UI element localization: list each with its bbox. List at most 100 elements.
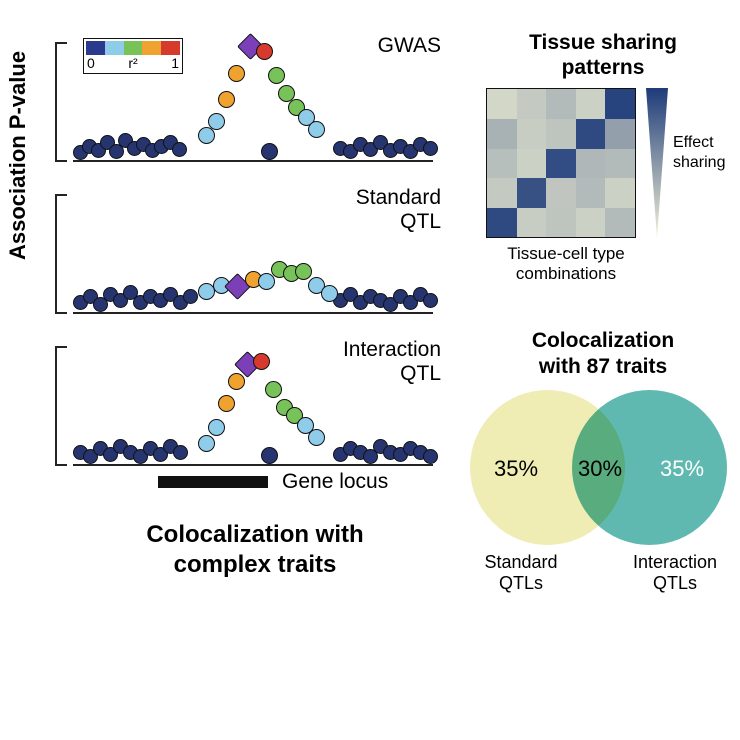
snp-point [208, 113, 225, 130]
heatmap-cell [605, 119, 635, 149]
bottom-title-left-l1: Colocalization with [146, 521, 363, 548]
plot-label-line: Standard [356, 186, 441, 209]
heatmap-cell [576, 149, 606, 179]
heatmap-cell [605, 89, 635, 119]
heatmap-cell [487, 119, 517, 149]
heatmap-cell [546, 89, 576, 119]
snp-point [183, 289, 198, 304]
plot-label-interaction: InteractionQTL [343, 338, 441, 386]
heatmap-cell [487, 178, 517, 208]
heatmap-cell [576, 119, 606, 149]
left-column: GWAS StandardQTL InteractionQTL 0 r² 1 [55, 30, 455, 474]
r2-cell [142, 41, 161, 55]
manhattan-standard-qtl: StandardQTL [55, 182, 445, 322]
heatmap-cell [546, 119, 576, 149]
snp-point [308, 121, 325, 138]
r2-cell [86, 41, 105, 55]
heatmap-cell [487, 149, 517, 179]
venn-overlap-pct: 30% [578, 456, 622, 482]
snp-point [295, 263, 312, 280]
snp-point [198, 435, 215, 452]
snp-point [265, 381, 282, 398]
snp-point [172, 142, 187, 157]
snp-point [321, 285, 338, 302]
snp-point [423, 449, 438, 464]
effect-sharing-l1: Effect [673, 134, 714, 151]
heatmap-cell [517, 119, 547, 149]
tissue-heatmap [486, 88, 636, 238]
tissue-caption-l2: combinations [516, 264, 616, 283]
snp-point [423, 293, 438, 308]
venn-title-l1: Colocalization [532, 329, 674, 352]
plot-label-line: Interaction [343, 338, 441, 361]
tissue-sharing-title: Tissue sharing patterns [478, 30, 728, 80]
snp-point [261, 143, 278, 160]
figure-panel: Association P-value GWAS StandardQTL Int… [0, 0, 740, 740]
r2-cell [105, 41, 124, 55]
effect-sharing-label: Effect sharing [673, 133, 725, 171]
effect-sharing-l2: sharing [673, 154, 725, 171]
heatmap-cell [576, 89, 606, 119]
ts-title-l1: Tissue sharing [529, 31, 677, 54]
snp-point [268, 67, 285, 84]
heatmap-cell [546, 208, 576, 238]
r2-tick-max: 1 [171, 55, 179, 71]
r2-ticks: 0 r² 1 [86, 55, 180, 71]
plot-label-line: QTL [400, 362, 441, 385]
heatmap-cell [517, 149, 547, 179]
venn-left-pct: 35% [494, 456, 538, 482]
heatmap-cell [576, 178, 606, 208]
plot-label-line: QTL [400, 210, 441, 233]
snp-point [261, 447, 278, 464]
heatmap-cell [517, 178, 547, 208]
snp-point [423, 141, 438, 156]
right-column: Tissue sharing patterns Effect sharing T… [478, 30, 728, 258]
venn-right-caption-l2: QTLs [653, 573, 697, 593]
r2-label: r² [128, 55, 137, 71]
plot-label-line: GWAS [378, 34, 441, 57]
snp-point [308, 429, 325, 446]
venn-title: Colocalization with 87 traits [478, 328, 728, 381]
snp-point [173, 445, 188, 460]
y-axis-label: Association P-value [5, 51, 31, 260]
y-axis-bracket-icon [55, 42, 67, 162]
venn-left-caption: Standard QTLs [466, 552, 576, 593]
tissue-caption-l1: Tissue-cell type [507, 244, 624, 263]
heatmap-cell [487, 89, 517, 119]
heatmap-cell [546, 178, 576, 208]
snp-point [208, 419, 225, 436]
venn-right-caption-l1: Interaction [633, 552, 717, 572]
heatmap-cell [605, 149, 635, 179]
heatmap-cell [605, 208, 635, 238]
ts-title-l2: patterns [562, 56, 645, 79]
venn-title-l2: with 87 traits [539, 355, 667, 378]
r2-cell [161, 41, 180, 55]
y-axis-bracket-icon [55, 346, 67, 466]
gene-locus-bar-icon [158, 476, 268, 488]
heatmap-cell [546, 149, 576, 179]
venn-left-caption-l1: Standard [484, 552, 557, 572]
bottom-title-left-l2: complex traits [174, 551, 337, 578]
venn-diagram: 35% 30% 35% Standard QTLs Interaction QT… [470, 390, 735, 550]
r2-legend: 0 r² 1 [83, 38, 183, 74]
manhattan-interaction-qtl: InteractionQTL [55, 334, 445, 474]
venn-right-pct: 35% [660, 456, 704, 482]
tissue-caption: Tissue-cell type combinations [486, 244, 646, 284]
heatmap-cell [605, 178, 635, 208]
snp-point [228, 373, 245, 390]
y-axis-bracket-icon [55, 194, 67, 314]
venn-right-caption: Interaction QTLs [620, 552, 730, 593]
plot-label-standard: StandardQTL [356, 186, 441, 234]
r2-tick-min: 0 [87, 55, 95, 71]
snp-point [258, 273, 275, 290]
venn-left-caption-l2: QTLs [499, 573, 543, 593]
heatmap-cell [487, 208, 517, 238]
snp-point [218, 91, 235, 108]
snp-point [218, 395, 235, 412]
snp-point [256, 43, 273, 60]
snp-point [198, 127, 215, 144]
heatmap-cell [517, 208, 547, 238]
heatmap-cell [517, 89, 547, 119]
heatmap-cell [576, 208, 606, 238]
r2-colorbar [86, 41, 180, 55]
